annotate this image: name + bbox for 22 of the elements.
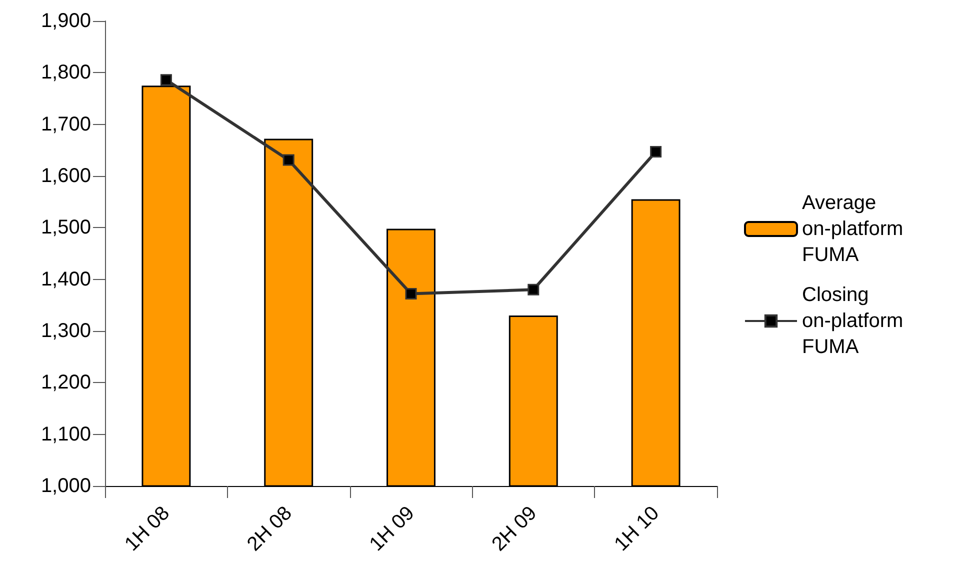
y-tick-label: 1,800 [40,62,91,84]
y-tick-label: 1,100 [40,423,91,446]
y-tick-label: 1,900 [40,10,91,32]
y-tick-label: 1,000 [40,475,91,497]
point [528,284,540,296]
y-tick-label: 1,200 [40,372,91,394]
y-tick-label: 1,600 [40,165,91,187]
x-tick-label: 2H 09 [488,502,542,556]
point [160,74,172,86]
legend-label: Closing on-platform FUMA [802,284,909,358]
y-tick-label: 1,700 [40,113,91,136]
x-tick-label: 1H 08 [120,502,174,556]
point [650,146,662,158]
x-tick-label: 1H 10 [610,502,664,556]
y-tick-label: 1,300 [40,320,91,342]
point [282,154,294,166]
x-tick-label: 2H 08 [243,502,296,556]
y-tick-label: 1,400 [40,268,91,290]
point [405,288,417,300]
legend-label: Average on-platform FUMA [802,192,909,266]
y-tick-label: 1,500 [40,216,91,239]
x-tick-label: 1H 09 [366,502,419,556]
